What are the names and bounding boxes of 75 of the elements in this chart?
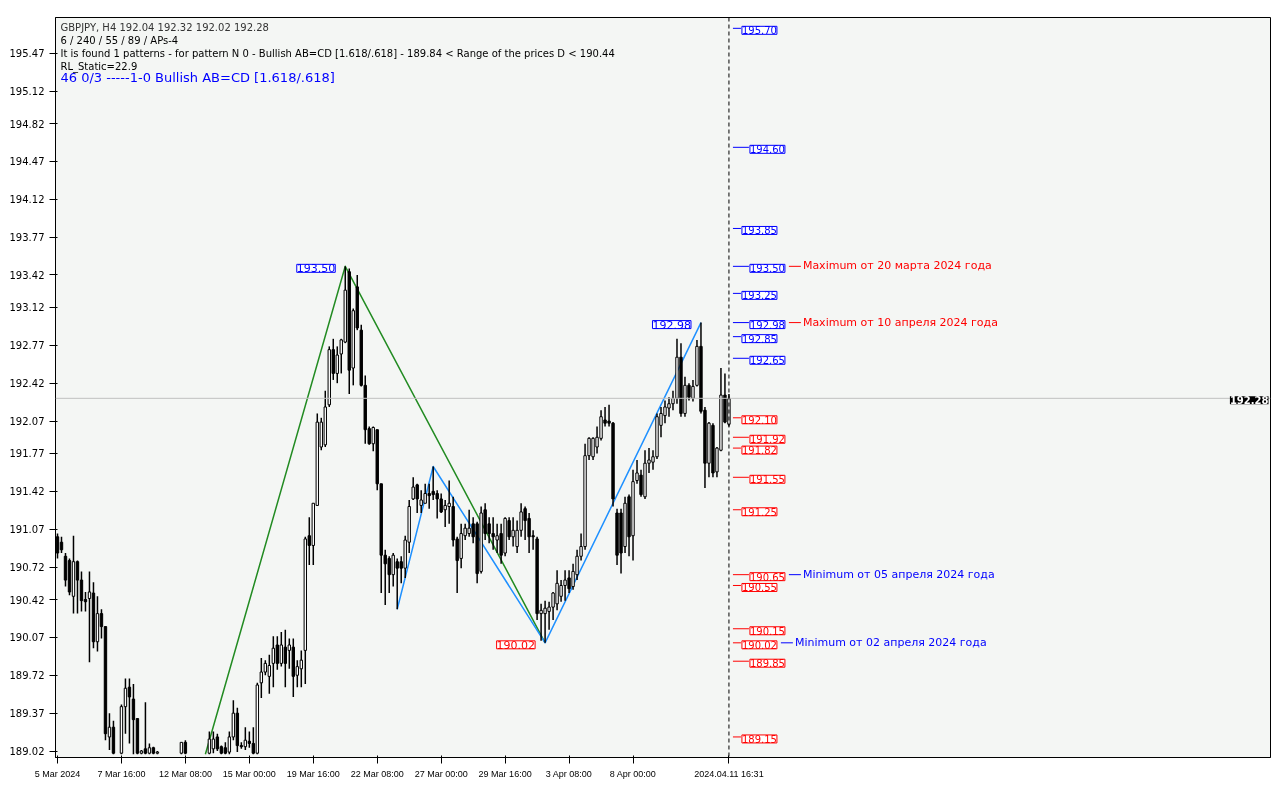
y-tick-label: 190.72: [9, 562, 45, 574]
x-tick-label: 19 Mar 16:00: [286, 768, 340, 779]
ref-line-label: 191.25: [741, 506, 777, 518]
ref-line-label: 192.10: [741, 414, 777, 426]
candlestick: [127, 677, 132, 745]
ref-line-label: 192.85: [741, 333, 777, 345]
ref-line-label: 193.25: [741, 290, 777, 302]
ref-line-label: 192.98: [749, 319, 785, 331]
x-tick-label: 12 Mar 08:00: [158, 768, 212, 779]
x-tick-label: 8 Apr 00:00: [609, 768, 656, 779]
ref-line-label: 190.15: [749, 625, 785, 637]
y-tick-label: 194.12: [9, 194, 45, 206]
x-tick-label: 15 Mar 00:00: [222, 768, 276, 779]
candlestick: [243, 726, 248, 751]
ref-line-label: 190.65: [749, 571, 785, 583]
x-tick-label: 3 Apr 08:00: [545, 768, 592, 779]
candlestick: [75, 559, 80, 615]
ref-line-label: Maximum от 10 апреля 2024 года: [802, 315, 998, 329]
candlestick: [543, 599, 547, 644]
candlestick: [511, 516, 515, 548]
x-tick-label: 27 Mar 00:00: [414, 768, 468, 779]
y-tick-label: 192.07: [9, 416, 45, 428]
y-tick-label: 190.42: [9, 594, 45, 606]
y-tick-label: 195.47: [9, 48, 45, 60]
ref-line-label: 191.55: [749, 474, 785, 486]
candlestick: [395, 557, 399, 611]
ref-line-label: 193.50: [749, 263, 785, 275]
y-tick-label: 191.42: [9, 486, 45, 498]
ref-line-label: 191.82: [741, 445, 777, 457]
candlestick: [491, 516, 495, 551]
y-tick-label: 192.42: [9, 378, 45, 390]
y-tick-label: 190.07: [9, 632, 45, 644]
candlestick: [555, 569, 559, 612]
y-tick-label: 195.12: [9, 86, 45, 98]
y-tick-label: 191.07: [9, 524, 45, 536]
y-tick-label: 191.77: [9, 448, 45, 460]
ref-line-label: 191.92: [749, 434, 785, 446]
ref-line-label: Minimum от 05 апреля 2024 года: [802, 567, 995, 581]
candlestick: [563, 569, 567, 602]
ref-line-label: 190.55: [741, 582, 777, 594]
x-tick-label: 7 Mar 16:00: [97, 768, 146, 779]
y-tick-label: 193.12: [9, 302, 45, 314]
annotation: 6 / 240 / 55 / 89 / APs-4: [60, 34, 179, 46]
ref-line-label: 193.85: [741, 225, 777, 237]
candlestick: [279, 631, 284, 668]
ref-line-label: Maximum от 20 марта 2024 года: [802, 259, 992, 273]
ref-line-label: 192.65: [749, 355, 785, 367]
x-tick-label: 5 Mar 2024: [34, 768, 81, 779]
annotation: It is found 1 patterns - for pattern N 0 - Bullish AB=CD [1.618/.618] - 189.84 < Range of the prices D < 190.44: [60, 47, 615, 59]
data-label: 193.50: [296, 262, 336, 276]
y-tick-label: 193.77: [9, 232, 45, 244]
candlestick: [87, 570, 92, 664]
candlestick: [467, 509, 471, 538]
y-tick-label: 189.37: [9, 708, 45, 720]
ref-line-label: 189.85: [749, 658, 785, 670]
y-tick-label: 194.82: [9, 118, 45, 130]
candlestick: [299, 649, 303, 688]
y-tick-label: 192.77: [9, 340, 45, 352]
ref-line-label: 192.28: [1229, 395, 1269, 407]
candlestick: [143, 701, 148, 755]
ref-line-label: Minimum от 02 апреля 2024 года: [794, 635, 987, 649]
y-tick-label: 193.42: [9, 269, 45, 281]
x-tick-label: 22 Mar 08:00: [350, 768, 404, 779]
y-tick-label: 189.02: [9, 746, 45, 758]
ref-line-label: 195.70: [741, 25, 777, 37]
x-tick-label: 29 Mar 16:00: [478, 768, 532, 779]
y-tick-label: 194.47: [9, 156, 45, 168]
x-tick-label: 2024.04.11 16:31: [694, 768, 764, 779]
chart-title: GBPJPY, H4 192.04 192.32 192.02 192.28: [60, 21, 269, 33]
ref-line-label: 194.60: [749, 144, 785, 156]
candlestick: [211, 730, 216, 754]
candlestick: [131, 683, 136, 755]
y-tick-label: 189.72: [9, 670, 45, 682]
candlestick: [283, 629, 288, 688]
candlestick: [259, 657, 264, 699]
